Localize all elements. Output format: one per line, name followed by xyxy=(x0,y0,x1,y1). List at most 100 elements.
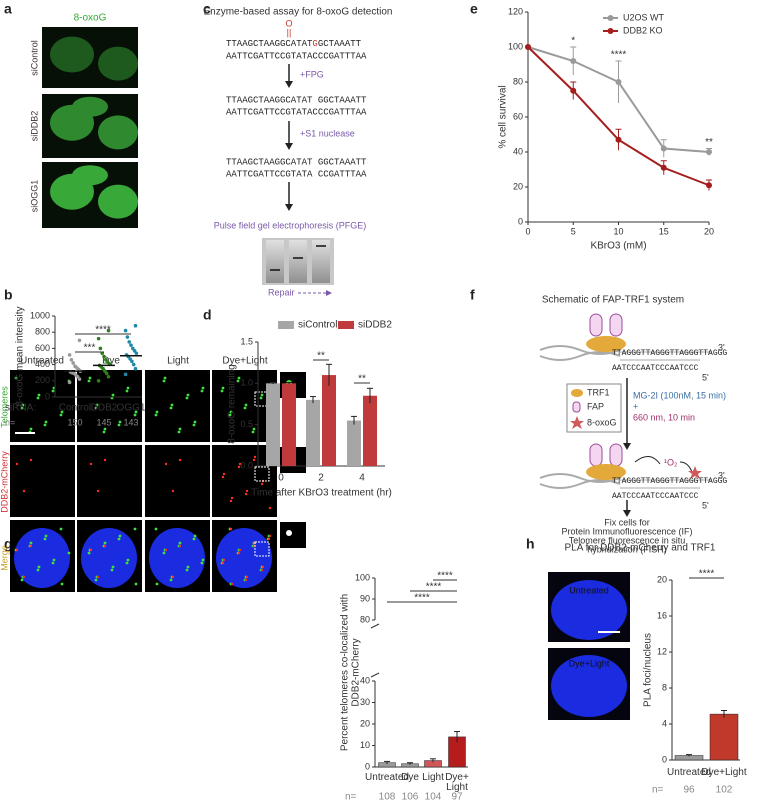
panel-label: d xyxy=(203,307,212,323)
treatment: MG-2I (100nM, 15 min) xyxy=(633,390,726,400)
x-tick-label: Control xyxy=(59,403,91,414)
data-point xyxy=(98,346,103,351)
telomere-spot xyxy=(252,427,256,431)
y-tick-label: 40 xyxy=(513,146,523,156)
ddb2-spot xyxy=(268,506,272,510)
strand-end: 5' xyxy=(702,372,709,382)
y-tick-label: 20 xyxy=(513,181,523,191)
legend-marker xyxy=(607,15,614,21)
ddb2-spot xyxy=(103,458,107,462)
ddb2-spot xyxy=(238,548,242,552)
strand-end: 5' xyxy=(702,500,709,510)
image xyxy=(10,445,75,517)
bar xyxy=(282,383,296,466)
arrowhead xyxy=(623,443,631,450)
seq-part: GCTAAATT xyxy=(318,39,362,49)
ddb2-spot xyxy=(103,544,107,548)
legend-label: 8-oxoG xyxy=(587,417,617,427)
fap-trf1-bottom xyxy=(539,443,712,489)
n-value: 97 xyxy=(451,792,463,803)
column-label: Light xyxy=(167,356,189,367)
significance: **** xyxy=(437,571,453,582)
telomere-spot xyxy=(133,527,137,531)
telomere-spot xyxy=(251,430,255,434)
telomere-spot xyxy=(117,423,121,427)
y-tick-label: 20 xyxy=(657,574,667,584)
row-label: siDDB2 xyxy=(29,111,39,142)
telomere-spot xyxy=(259,396,263,400)
ddb2-spot xyxy=(238,462,242,466)
legend-icon xyxy=(572,401,581,413)
x-tick-label: 5 xyxy=(571,226,576,236)
bar xyxy=(322,375,336,466)
n-title: n= xyxy=(345,792,357,803)
data-point xyxy=(133,323,138,328)
y-tick-label: 80 xyxy=(360,614,370,624)
legend-label: FAP xyxy=(587,401,604,411)
panel-h-title: PLA for DDB2-mCherry and TRF1 xyxy=(565,543,716,554)
panel-label: c xyxy=(203,1,211,17)
data-point xyxy=(102,354,106,359)
ddb2-spot xyxy=(171,489,175,493)
telomere-spot xyxy=(185,568,189,572)
telomere-spot xyxy=(170,403,174,407)
telomere-spot xyxy=(88,376,92,380)
column-label: Dye xyxy=(102,356,120,367)
x-tick-label: Dye+Light xyxy=(701,767,747,778)
nucleus xyxy=(72,96,108,117)
telomere-spot xyxy=(36,396,40,400)
telomere-spot xyxy=(103,427,107,431)
telomere-spot xyxy=(117,537,121,541)
telomere-spot xyxy=(94,578,98,582)
ddb2-spot xyxy=(221,561,225,565)
y-tick-label: 0 xyxy=(45,391,50,401)
image xyxy=(145,370,210,442)
telomere-spot xyxy=(125,389,129,393)
telomere-spot xyxy=(221,386,225,390)
telomere-spot xyxy=(111,565,115,569)
telomere-spot xyxy=(20,578,24,582)
telomere-spot xyxy=(201,558,205,562)
data-point xyxy=(67,353,72,357)
telomere-spot xyxy=(200,561,204,565)
legend-label: DDB2 KO xyxy=(623,25,663,35)
y-axis-label: 8-oxoG remaining xyxy=(227,364,238,443)
category-title: siRNA: xyxy=(5,403,36,414)
nucleus xyxy=(72,165,108,186)
ddb2-spot xyxy=(260,482,264,486)
telomere-spot xyxy=(67,551,71,555)
telomere-spot xyxy=(60,410,64,414)
y-tick-label: 40 xyxy=(360,675,370,685)
n-value: 150 xyxy=(67,417,82,427)
telomere-spot xyxy=(59,413,63,417)
data-point xyxy=(96,336,101,341)
panel-label: g xyxy=(4,536,13,552)
fix-text: Protein Immunofluorescence (IF) xyxy=(561,526,692,536)
treatment: 660 nm, 10 min xyxy=(633,412,695,422)
telomere-spot xyxy=(44,534,48,538)
nucleus xyxy=(50,36,94,73)
ddb2-spot xyxy=(164,462,168,466)
step: +FPG xyxy=(300,69,324,79)
ddb2-spot xyxy=(221,475,225,479)
y-tick-label: 8 xyxy=(662,682,667,692)
panel-a-images xyxy=(42,27,138,228)
telomere-spot xyxy=(193,534,197,538)
image-label: Dye+Light xyxy=(569,658,610,668)
telomere-spot xyxy=(21,403,25,407)
significance: **** xyxy=(611,50,627,61)
treatment: + xyxy=(633,401,638,411)
data-point xyxy=(133,366,138,371)
data-point xyxy=(131,362,136,367)
ddb2-spot xyxy=(244,492,248,496)
ddb2-spot xyxy=(229,527,233,531)
n-value: 104 xyxy=(425,792,442,803)
marker xyxy=(706,149,712,155)
y-tick-label: 0 xyxy=(662,754,667,764)
ddb2-spot xyxy=(222,558,226,562)
telomere-spot xyxy=(102,430,106,434)
telomere-spot xyxy=(237,376,241,380)
telomere-spot xyxy=(155,410,159,414)
gel-lane xyxy=(312,240,330,283)
